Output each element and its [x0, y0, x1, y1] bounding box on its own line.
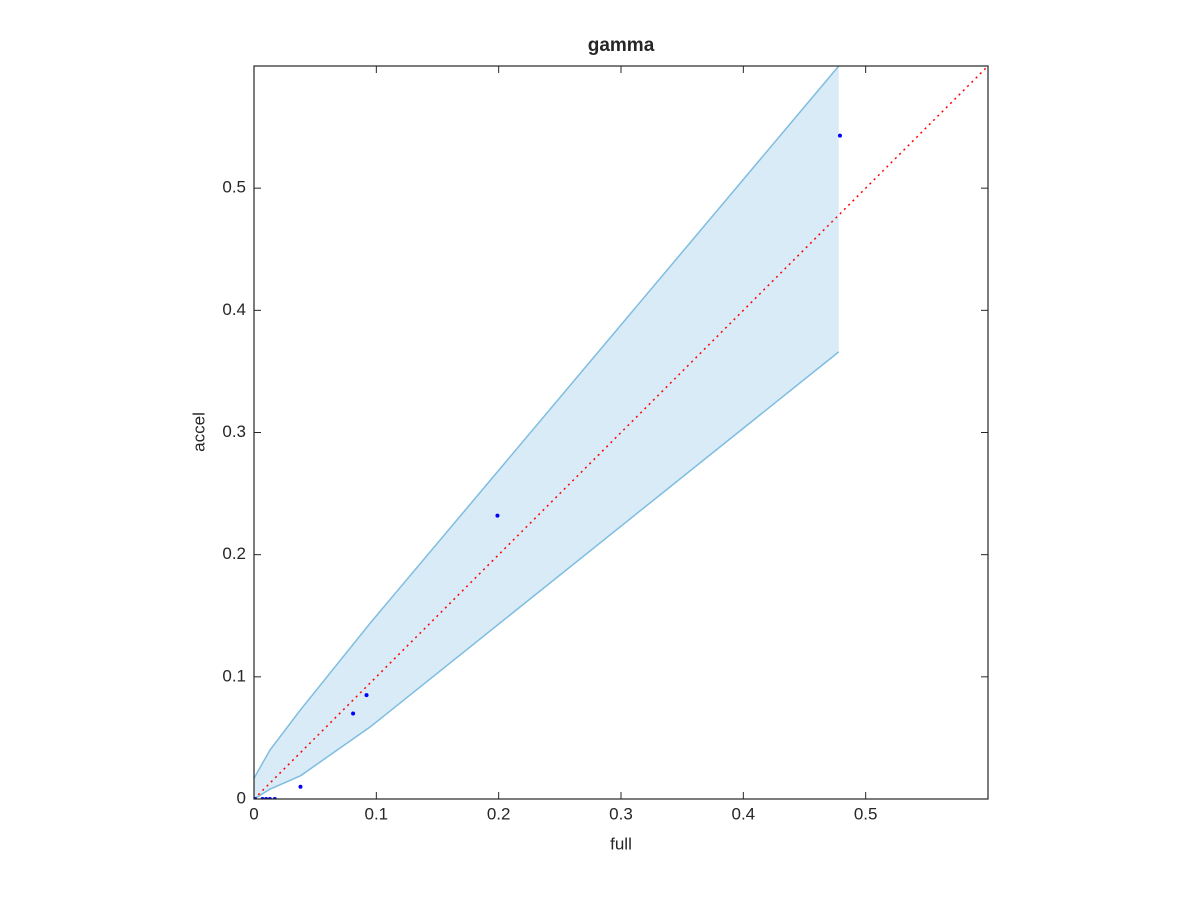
x-tick-label: 0.3	[609, 804, 633, 823]
chart-title: gamma	[588, 35, 655, 56]
y-tick-label: 0.3	[222, 422, 246, 441]
x-tick-label: 0.2	[487, 804, 511, 823]
data-point	[837, 133, 842, 138]
x-tick-label: 0.1	[365, 804, 389, 823]
y-tick-label: 0.5	[222, 178, 246, 197]
x-axis-label: full	[610, 834, 632, 853]
x-tick-label: 0	[249, 804, 258, 823]
y-tick-label: 0	[237, 788, 246, 807]
data-point	[495, 513, 500, 518]
band-edge	[254, 351, 840, 799]
plot-area	[254, 66, 988, 799]
band-fill	[254, 66, 839, 799]
y-tick-label: 0.1	[222, 666, 246, 685]
x-tick-label: 0.5	[854, 804, 878, 823]
y-tick-label: 0.4	[222, 300, 246, 319]
data-point	[298, 784, 303, 789]
y-tick-label: 0.2	[222, 544, 246, 563]
reference-line	[254, 66, 988, 799]
x-tick-label: 0.4	[732, 804, 756, 823]
data-point	[351, 711, 356, 716]
y-axis-label: accel	[189, 412, 208, 452]
data-point	[364, 693, 369, 698]
band-edge	[254, 66, 840, 779]
